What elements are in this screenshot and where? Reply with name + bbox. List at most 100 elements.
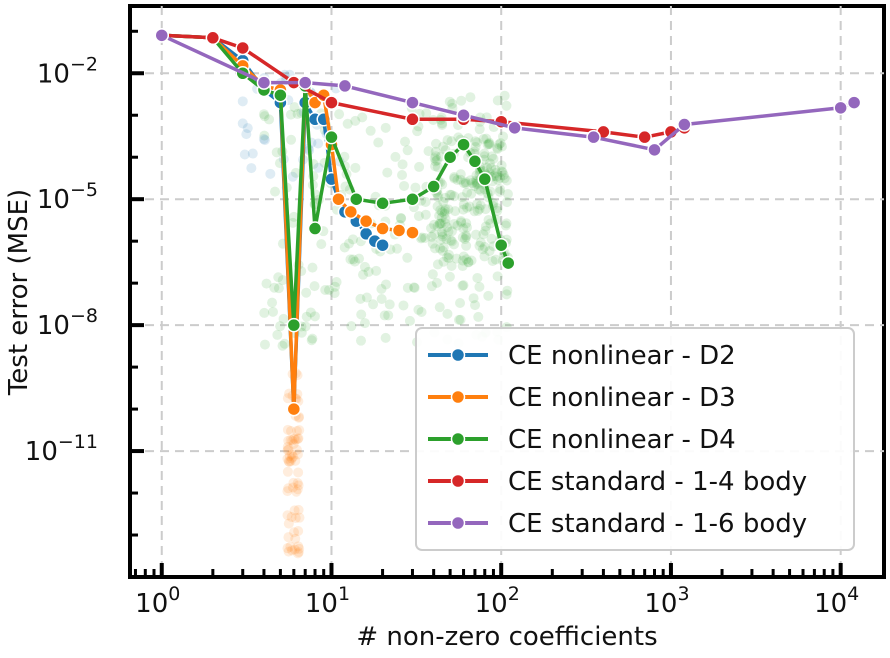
x-tick-label: 101 [305, 583, 350, 619]
legend-marker [450, 431, 466, 447]
scatter-point [371, 265, 382, 276]
scatter-point [380, 122, 391, 133]
scatter-point [395, 212, 406, 223]
scatter-point [420, 233, 431, 244]
scatter-point [495, 184, 506, 195]
x-axis-label: # non-zero coefficients [356, 622, 657, 652]
scatter-point [390, 151, 401, 162]
scatter-point [342, 118, 353, 129]
scatter-point [472, 205, 483, 216]
scatter-point [478, 134, 489, 145]
scatter-point [237, 118, 248, 129]
scatter-point [420, 209, 431, 220]
scatter-point [292, 548, 303, 559]
scatter-point [237, 96, 248, 107]
scatter-point [442, 252, 453, 263]
data-point [405, 95, 420, 110]
scatter-point [463, 257, 474, 268]
scatter-point [440, 192, 451, 203]
scatter-point [396, 213, 407, 224]
legend-entry: CE nonlinear - D3 [428, 383, 736, 413]
scatter-point [340, 181, 351, 192]
scatter-point [473, 311, 484, 322]
scatter-point [467, 177, 478, 188]
scatter-point [290, 533, 301, 544]
scatter-point [495, 172, 506, 183]
scatter-point [463, 257, 474, 268]
scatter-point [483, 290, 494, 301]
scatter-point [286, 453, 297, 464]
scatter-point [279, 338, 290, 349]
data-point [375, 221, 390, 236]
scatter-point [290, 513, 301, 524]
scatter-point [307, 333, 318, 344]
scatter-point [285, 425, 296, 436]
scatter-point [497, 167, 508, 178]
scatter-point [456, 95, 467, 106]
scatter-point [392, 243, 403, 254]
scatter-point [292, 434, 303, 445]
scatter-point [399, 180, 410, 191]
x-tick-label: 103 [644, 583, 689, 619]
scatter-point [431, 138, 442, 149]
data-point [467, 154, 483, 169]
scatter-point [330, 281, 341, 292]
y-axis-label: Test error (MSE) [4, 189, 34, 396]
scatter-point [461, 202, 472, 213]
scatter-point [292, 449, 303, 460]
scatter-point [432, 162, 443, 173]
scatter-point [452, 174, 463, 185]
scatter-point [275, 321, 286, 332]
scatter-point [492, 203, 503, 214]
scatter-point [459, 234, 470, 245]
scatter-point [466, 255, 477, 266]
scatter-point [487, 255, 498, 266]
scatter-point [478, 229, 489, 240]
scatter-point [349, 256, 360, 267]
scatter-point [357, 112, 368, 123]
scatter-point [430, 146, 441, 157]
scatter-point [436, 218, 447, 229]
scatter-point [382, 167, 393, 178]
scatter-point [365, 125, 376, 136]
legend-marker [450, 347, 466, 363]
legend-label: CE nonlinear - D2 [508, 341, 736, 371]
scatter-point [404, 315, 415, 326]
scatter-point [430, 161, 441, 172]
scatter-point [494, 186, 505, 197]
data-point [331, 191, 346, 207]
scatter-point [343, 238, 354, 249]
scatter-point [475, 237, 486, 248]
scatter-point [293, 525, 304, 536]
scatter-point [293, 547, 304, 558]
scatter-point [443, 249, 454, 260]
scatter-point [445, 235, 456, 246]
scatter-point [496, 160, 507, 171]
scatter-point [380, 332, 391, 343]
scatter-point [397, 159, 408, 170]
scatter-point [490, 164, 501, 175]
scatter-point [458, 178, 469, 189]
scatter-point [439, 206, 450, 217]
scatter-point [292, 108, 303, 119]
scatter-point [455, 297, 466, 308]
scatter-point [289, 433, 300, 444]
scatter-point [384, 299, 395, 310]
scatter-point [470, 141, 481, 152]
scatter-point [287, 171, 298, 182]
scatter-point [354, 253, 365, 264]
scatter-point [278, 313, 289, 324]
scatter-point [501, 100, 512, 111]
scatter-point [265, 168, 276, 179]
scatter-point [400, 136, 411, 147]
scatter-point [376, 293, 387, 304]
scatter-point [430, 151, 441, 162]
scatter-point [289, 544, 300, 555]
scatter-point [277, 340, 288, 351]
data-point [256, 75, 272, 90]
scatter-point [438, 141, 449, 152]
scatter-point [498, 131, 509, 142]
data-point [375, 237, 390, 253]
scatter-point [477, 244, 488, 255]
scatter-point [442, 135, 453, 146]
